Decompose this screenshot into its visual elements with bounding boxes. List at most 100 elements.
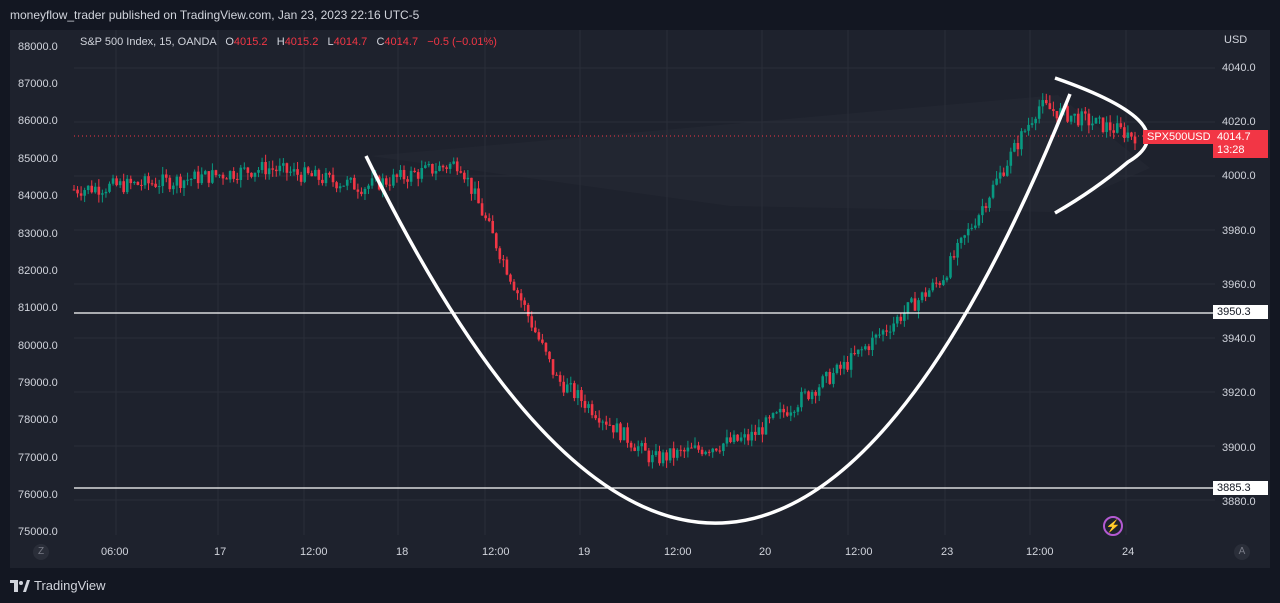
candle-body bbox=[842, 361, 846, 369]
candle-body bbox=[665, 452, 668, 461]
candle-body bbox=[647, 450, 651, 463]
candle-body bbox=[388, 184, 392, 186]
candle-body bbox=[189, 179, 193, 181]
candle-body bbox=[470, 177, 473, 194]
candle-body bbox=[988, 197, 991, 208]
candle-body bbox=[441, 165, 445, 168]
candle-body bbox=[970, 227, 974, 229]
candle-body bbox=[424, 165, 427, 168]
candle-body bbox=[111, 178, 115, 184]
candle-body bbox=[83, 190, 86, 196]
candle-body bbox=[778, 408, 782, 413]
grid-lines bbox=[74, 30, 1215, 535]
candle-body bbox=[1013, 143, 1016, 152]
candle-body bbox=[1016, 143, 1020, 150]
left-tick: 85000.0 bbox=[18, 153, 58, 165]
candle-body bbox=[512, 281, 516, 291]
candle-body bbox=[221, 174, 225, 179]
candle-body bbox=[150, 183, 154, 185]
candle-body bbox=[558, 375, 562, 382]
candle-body bbox=[885, 330, 888, 332]
candle-body bbox=[413, 170, 416, 173]
candle-body bbox=[363, 188, 367, 195]
candle-body bbox=[1126, 132, 1130, 138]
candle-body bbox=[367, 185, 370, 189]
candle-body bbox=[264, 161, 267, 175]
candle-body bbox=[757, 427, 761, 435]
candle-body bbox=[1094, 117, 1098, 124]
tradingview-logo-icon[interactable] bbox=[10, 580, 30, 592]
candle-body bbox=[193, 171, 196, 180]
candle-body bbox=[903, 312, 906, 321]
right-tick: 4020.0 bbox=[1222, 116, 1256, 128]
candle-body bbox=[218, 174, 221, 176]
candle-body bbox=[775, 412, 778, 414]
candle-body bbox=[612, 425, 615, 433]
candle-body bbox=[484, 215, 487, 219]
candle-body bbox=[487, 218, 491, 221]
candle-body bbox=[416, 172, 420, 179]
candle-body bbox=[686, 447, 690, 452]
time-tick: 23 bbox=[941, 546, 954, 558]
high-label: H bbox=[276, 36, 285, 48]
candle-body bbox=[1123, 127, 1126, 138]
candle-body bbox=[920, 292, 924, 301]
candle-body bbox=[761, 427, 764, 435]
candle-body bbox=[296, 169, 299, 175]
candle-body bbox=[1098, 117, 1101, 119]
right-tick: 3920.0 bbox=[1222, 387, 1256, 399]
lightning-icon[interactable]: ⚡ bbox=[1103, 516, 1123, 536]
right-tick: 3960.0 bbox=[1222, 279, 1256, 291]
candle-body bbox=[299, 174, 303, 182]
candlestick-chart[interactable] bbox=[10, 30, 1270, 568]
candle-body bbox=[1052, 109, 1055, 112]
candle-body bbox=[104, 191, 108, 194]
time-tick: 12:00 bbox=[482, 546, 510, 558]
candle-body bbox=[1002, 172, 1006, 176]
candle-body bbox=[569, 383, 573, 385]
candle-body bbox=[79, 193, 83, 196]
candle-body bbox=[853, 353, 856, 355]
candle-body bbox=[384, 178, 388, 185]
candle-body bbox=[725, 437, 729, 444]
symbol-name: S&P 500 Index, 15, OANDA bbox=[80, 36, 217, 48]
zoom-button[interactable]: Z bbox=[33, 544, 49, 560]
candle-body bbox=[878, 334, 881, 336]
candle-body bbox=[260, 161, 264, 171]
candle-body bbox=[133, 181, 136, 184]
candle-body bbox=[583, 401, 587, 408]
candle-body bbox=[235, 178, 239, 181]
candle-body bbox=[658, 451, 661, 464]
candle-body bbox=[711, 448, 715, 453]
candle-body bbox=[750, 431, 754, 441]
time-axis[interactable]: 06:00 17 12:00 18 12:00 19 12:00 20 12:0… bbox=[0, 546, 1280, 560]
candle-body bbox=[455, 161, 459, 172]
candle-body bbox=[335, 182, 338, 189]
candle-body bbox=[516, 290, 519, 294]
time-tick: 19 bbox=[578, 546, 591, 558]
brand-name[interactable]: TradingView bbox=[34, 578, 106, 593]
candle-body bbox=[984, 206, 988, 208]
left-tick: 79000.0 bbox=[18, 377, 58, 389]
candle-body bbox=[739, 437, 743, 441]
candle-body bbox=[1073, 113, 1076, 116]
candle-body bbox=[90, 185, 94, 193]
candle-body bbox=[303, 167, 306, 182]
time-tick: 18 bbox=[396, 546, 409, 558]
candle-body bbox=[282, 163, 285, 166]
candle-body bbox=[1119, 123, 1123, 128]
right-tick: 3900.0 bbox=[1222, 442, 1256, 454]
candle-body bbox=[754, 431, 757, 435]
candle-body bbox=[76, 189, 79, 194]
auto-scale-button[interactable]: A bbox=[1234, 544, 1250, 560]
candle-body bbox=[629, 442, 633, 448]
candle-body bbox=[179, 176, 182, 188]
candle-body bbox=[182, 180, 186, 188]
chart-pane[interactable] bbox=[10, 30, 1270, 568]
candle-body bbox=[498, 248, 502, 260]
candle-body bbox=[594, 415, 597, 419]
candle-body bbox=[771, 413, 775, 418]
candle-body bbox=[360, 191, 363, 195]
candle-body bbox=[892, 323, 896, 332]
symbol-price-tag: SPX500USD bbox=[1143, 130, 1215, 144]
